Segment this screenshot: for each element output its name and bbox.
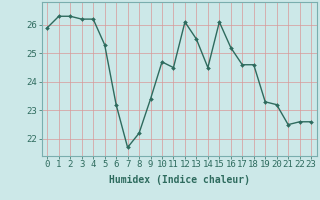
X-axis label: Humidex (Indice chaleur): Humidex (Indice chaleur) <box>109 175 250 185</box>
